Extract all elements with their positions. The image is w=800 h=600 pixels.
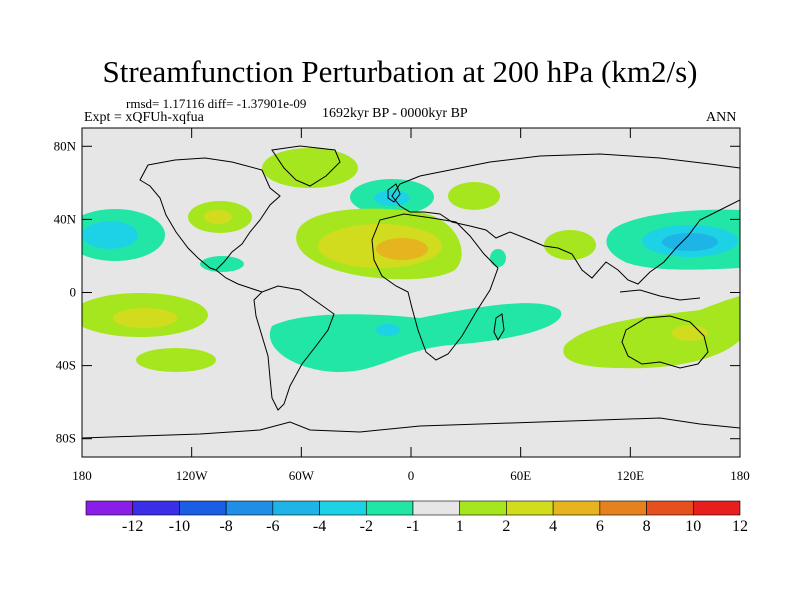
colorbar-label: -8 [219,518,233,535]
lon-tick-label: 60E [510,468,531,483]
season-label: ANN [706,110,737,125]
colorbar-swatch [225,500,274,516]
anomaly-region [269,303,562,372]
eurasia-outline [391,153,740,285]
period-label: 1692kyr BP - 0000kyr BP [322,106,468,121]
anomaly-region [204,210,232,224]
lat-tick-label: 0 [70,285,77,300]
lon-tick-label: 180 [72,468,92,483]
colorbar-swatch [272,500,320,516]
stats-text: rmsd= 1.17116 diff= -1.37901e-09 [126,96,307,111]
colorbar-swatch [459,500,507,516]
madagascar-outline [493,313,505,342]
south-america-outline [253,285,335,411]
britain-outline [387,183,401,203]
colorbar-swatch [365,500,414,516]
maritime-continent-outline [619,289,701,301]
colorbar-label: 6 [595,518,604,535]
anomaly-region [448,182,500,210]
anomaly-region [374,190,410,206]
coastlines [82,145,740,439]
longitude-ticks: 180 120W 60W 0 60E 120E 180 [72,128,750,483]
anomaly-region [113,308,177,328]
australia-outline [621,315,709,369]
colorbar-swatch [692,500,741,516]
lon-tick-label: 0 [408,468,415,483]
lat-tick-label: 80S [56,431,76,446]
colorbar-label: -4 [312,518,327,535]
colorbar-swatch [85,500,134,516]
lat-tick-label: 80N [54,138,77,153]
lat-tick-label: 40S [56,358,76,373]
map-title: Streamfunction Perturbation at 200 hPa (… [102,54,698,89]
experiment-label: Expt = xQFUh-xqfua [84,110,204,125]
anomaly-region [136,348,216,372]
colorbar-swatch [646,500,694,516]
map-background [82,128,740,457]
central-america-outline [215,269,263,293]
lon-tick-label: 120W [176,468,209,483]
colorbar-swatch [179,500,227,516]
anomaly-region [262,148,358,188]
anomaly-region [376,238,428,260]
colorbar-label: 1 [455,518,464,535]
contour-fields [82,148,740,372]
colorbar-label: 10 [685,518,702,535]
colorbar-swatch [412,500,461,516]
lon-tick-label: 120E [617,468,645,483]
colorbar-swatch [552,500,601,516]
lon-tick-label: 180 [730,468,750,483]
anomaly-region [662,233,718,251]
colorbar-label: 4 [549,518,558,535]
anomaly-region [490,249,506,267]
anomaly-region [544,230,596,260]
colorbar [85,500,741,516]
anomaly-region [376,324,400,336]
anomaly-region [563,296,740,369]
colorbar-swatch [319,500,367,516]
colorbar-label: 2 [502,518,511,535]
colorbar-label: -1 [406,518,420,535]
latitude-ticks: 80N 40N 0 40S 80S [54,138,740,446]
colorbar-label: -6 [266,518,280,535]
africa-outline [371,213,499,361]
antarctica-outline [82,417,740,439]
colorbar-label: -10 [168,518,191,535]
lon-tick-label: 60W [289,468,315,483]
colorbar-swatch [599,500,647,516]
colorbar-label: 8 [642,518,651,535]
anomaly-region [82,221,138,249]
anomaly-region [672,325,708,341]
colorbar-label: -2 [359,518,373,535]
colorbar-swatch [506,500,554,516]
colorbar-swatch [132,500,180,516]
lat-tick-label: 40N [54,211,77,226]
north-america-outline [139,157,281,271]
colorbar-label: 12 [732,518,748,535]
colorbar-label: -12 [122,518,144,535]
greenland-outline [271,145,341,187]
